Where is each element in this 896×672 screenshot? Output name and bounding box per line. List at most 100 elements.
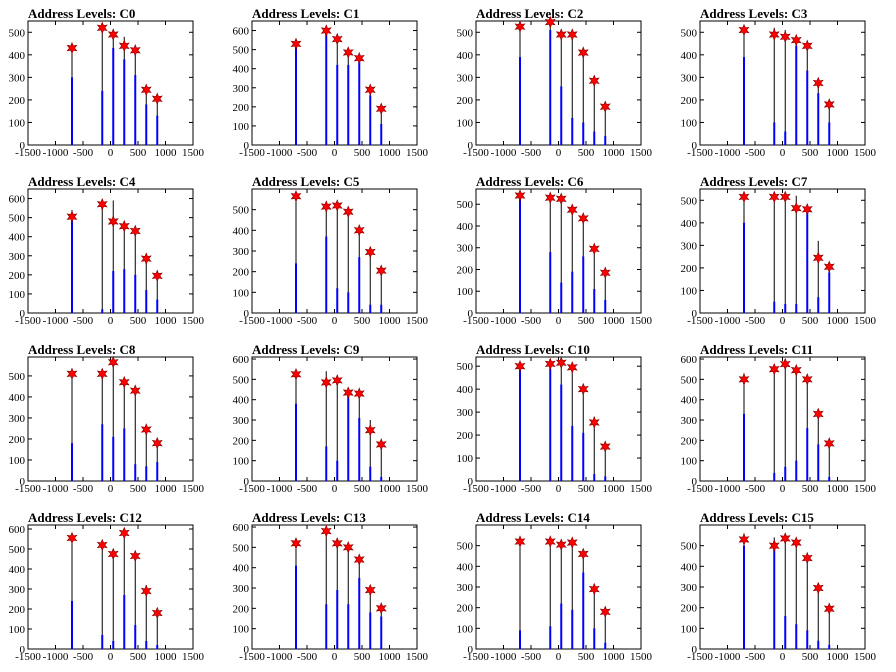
y-tick-label: 300 bbox=[681, 72, 698, 84]
x-tick-label: -500 bbox=[745, 483, 766, 495]
y-tick-label: 300 bbox=[681, 582, 698, 594]
x-tick-label: 500 bbox=[802, 651, 819, 663]
y-tick-label: 0 bbox=[20, 308, 26, 320]
subplot-c2: Address Levels: C20100200300400500-1500-… bbox=[457, 6, 653, 159]
x-tick-label: 1500 bbox=[182, 483, 205, 495]
x-tick-label: 500 bbox=[130, 483, 147, 495]
x-tick-label: 0 bbox=[780, 315, 786, 327]
level-marker-star bbox=[823, 260, 835, 274]
level-marker-star bbox=[364, 423, 376, 437]
x-tick-label: 1500 bbox=[406, 483, 429, 495]
x-tick-label: 0 bbox=[556, 651, 562, 663]
y-tick-label: 300 bbox=[457, 582, 474, 594]
y-tick-label: 600 bbox=[9, 524, 26, 536]
x-tick-label: 500 bbox=[130, 651, 147, 663]
x-tick-label: -500 bbox=[297, 651, 318, 663]
x-tick-label: 1500 bbox=[854, 483, 877, 495]
level-marker-star bbox=[555, 28, 567, 41]
level-marker-star bbox=[320, 200, 332, 213]
y-tick-label: 0 bbox=[244, 140, 250, 152]
y-tick-label: 300 bbox=[233, 415, 250, 427]
subplot-title: Address Levels: C15 bbox=[700, 510, 814, 525]
level-marker-star bbox=[514, 20, 526, 33]
subplot-title: Address Levels: C7 bbox=[700, 174, 808, 189]
level-marker-star bbox=[342, 205, 354, 219]
level-marker-star bbox=[801, 39, 813, 53]
y-tick-label: 200 bbox=[681, 435, 698, 447]
x-tick-label: 0 bbox=[332, 483, 338, 495]
level-marker-star bbox=[768, 362, 780, 376]
x-tick-label: -1500 bbox=[463, 147, 489, 159]
x-tick-label: 1000 bbox=[379, 483, 402, 495]
level-marker-star bbox=[544, 535, 556, 548]
level-marker-star bbox=[107, 547, 119, 561]
y-tick-label: 300 bbox=[9, 251, 26, 263]
x-tick-label: 0 bbox=[108, 147, 114, 159]
y-tick-label: 100 bbox=[233, 287, 250, 299]
y-tick-label: 300 bbox=[233, 246, 250, 258]
x-tick-label: -1500 bbox=[239, 147, 265, 159]
level-marker-star bbox=[790, 201, 802, 215]
level-marker-star bbox=[768, 28, 780, 41]
subplot-c0: Address Levels: C00100200300400500-1500-… bbox=[9, 6, 205, 159]
level-marker-star bbox=[375, 102, 387, 116]
subplot-c13: Address Levels: C13 0 100 200 300 400 500 600 -1… bbox=[233, 510, 429, 663]
y-tick-label: 100 bbox=[9, 117, 26, 129]
level-marker-star bbox=[514, 189, 526, 202]
level-marker-star bbox=[588, 416, 600, 429]
y-tick-label: 100 bbox=[233, 121, 250, 133]
y-tick-label: 500 bbox=[457, 199, 474, 211]
x-tick-label: -1000 bbox=[267, 483, 293, 495]
y-tick-label: 200 bbox=[457, 264, 474, 276]
level-marker-star bbox=[768, 190, 780, 204]
x-tick-label: -1000 bbox=[43, 483, 69, 495]
level-marker-star bbox=[738, 533, 750, 546]
subplot-title: Address Levels: C10 bbox=[476, 342, 590, 357]
level-marker-star bbox=[129, 44, 141, 57]
level-marker-star bbox=[129, 224, 141, 238]
subplot-c9: Address Levels: C9 0 100 200 300 400 500 600 -15… bbox=[233, 342, 429, 495]
level-marker-star bbox=[118, 375, 130, 389]
level-marker-star bbox=[342, 46, 354, 59]
level-marker-star bbox=[353, 224, 365, 237]
y-tick-label: 0 bbox=[468, 140, 474, 152]
x-tick-label: 1000 bbox=[155, 651, 178, 663]
level-marker-star bbox=[779, 357, 791, 371]
level-marker-star bbox=[566, 536, 578, 549]
subplot-title: Address Levels: C1 bbox=[252, 6, 359, 21]
x-tick-label: 1000 bbox=[603, 483, 626, 495]
level-marker-star bbox=[588, 74, 600, 88]
x-tick-label: 1500 bbox=[630, 147, 653, 159]
subplot-title: Address Levels: C11 bbox=[700, 342, 813, 357]
x-tick-label: -1500 bbox=[239, 315, 265, 327]
y-tick-label: 0 bbox=[468, 644, 474, 656]
y-tick-label: 300 bbox=[681, 240, 698, 252]
level-marker-star bbox=[812, 76, 824, 90]
level-marker-star bbox=[151, 606, 163, 620]
level-marker-star bbox=[353, 553, 365, 566]
plot-frame bbox=[475, 20, 642, 146]
subplot-title: Address Levels: C3 bbox=[700, 6, 808, 21]
x-tick-label: -1000 bbox=[267, 651, 293, 663]
level-marker-star bbox=[566, 203, 578, 216]
plot-frame bbox=[27, 188, 194, 314]
level-marker-star bbox=[577, 547, 589, 561]
level-marker-star bbox=[96, 197, 108, 211]
x-tick-label: 1000 bbox=[155, 315, 178, 327]
level-marker-star bbox=[544, 15, 556, 29]
level-marker-star bbox=[320, 24, 332, 37]
level-marker-star bbox=[588, 242, 600, 256]
x-tick-label: 500 bbox=[354, 651, 371, 663]
y-tick-label: 100 bbox=[233, 624, 250, 636]
level-marker-star bbox=[364, 83, 376, 96]
y-tick-label: 400 bbox=[681, 218, 698, 230]
level-marker-star bbox=[364, 583, 376, 597]
subplot-c3: Address Levels: C30100200300400500-1500-… bbox=[681, 6, 877, 159]
plot-frame bbox=[27, 524, 194, 650]
x-tick-label: 1000 bbox=[379, 147, 402, 159]
level-marker-star bbox=[577, 382, 589, 396]
x-tick-label: -1500 bbox=[463, 315, 489, 327]
y-tick-label: 300 bbox=[457, 72, 474, 84]
x-tick-label: 1500 bbox=[854, 315, 877, 327]
y-tick-label: 100 bbox=[457, 623, 474, 635]
